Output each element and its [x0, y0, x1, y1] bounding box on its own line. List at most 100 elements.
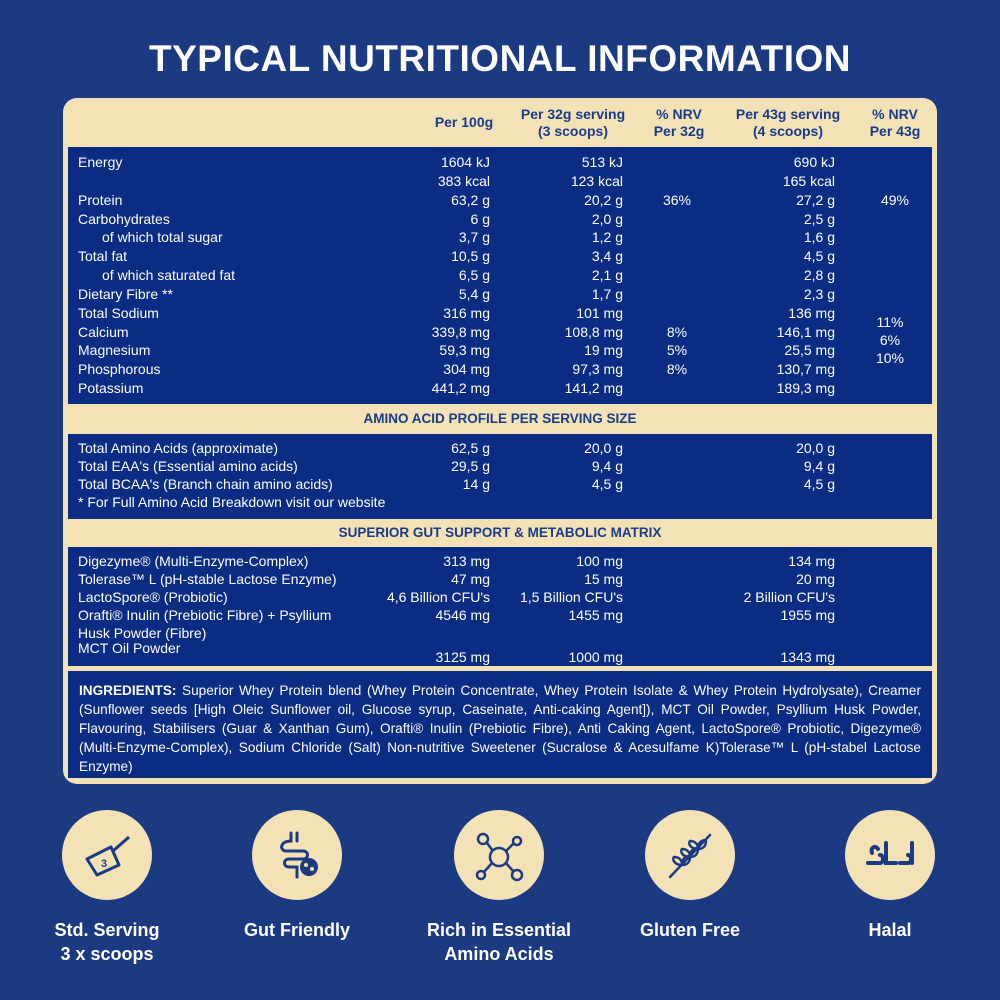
table-row: Potassium 441,2 mg 141,2 mg 189,3 mg [68, 379, 932, 398]
value-per32: 1,5 Billion CFU's [519, 589, 623, 605]
row-label: Energy [78, 154, 123, 170]
table-row: Energy 1604 kJ 513 kJ 690 kJ [68, 153, 932, 172]
table-row: Total fat 10,5 g 3,4 g 4,5 g [68, 247, 932, 266]
row-spacer [68, 323, 78, 342]
value-per100: 29,5 g [451, 458, 490, 474]
mineral-nrv43: 11% 6% 10% [853, 313, 927, 367]
row-label: Potassium [78, 380, 144, 397]
value-per32: 20,0 g [584, 440, 623, 456]
nrv-per43 [835, 285, 955, 304]
value-per32: 2,1 g [591, 267, 623, 284]
value-per32: 101 mg [576, 304, 623, 321]
value-per43: 4,5 g [803, 248, 835, 265]
row-label: LactoSpore® (Probiotic) [78, 589, 228, 605]
value-per43: 1343 mg [780, 649, 835, 665]
table-row: LactoSpore® (Probiotic) 4,6 Billion CFU's… [68, 588, 932, 606]
value-per43 [731, 493, 835, 511]
value-per32: 141,2 mg [564, 380, 623, 397]
value-per100: 4,6 Billion CFU's [386, 589, 490, 605]
value-per43: 146,1 mg [776, 323, 835, 340]
row-spacer [68, 153, 78, 172]
nrv-value: 6% [879, 332, 901, 348]
value-per32: 19 mg [584, 342, 623, 359]
row-label: MCT Oil Powder [78, 640, 181, 656]
nrv-per32: 8% [666, 323, 688, 340]
table-row: MCT Oil Powder 3125 mg 1000 mg 1343 mg [68, 640, 932, 666]
scoop-icon: 3 [62, 810, 152, 900]
table-row: Dietary Fibre ** 5,4 g 1,7 g 2,3 g [68, 285, 932, 304]
feature-label: Gut Friendly [243, 920, 350, 940]
value-per43: 25,5 mg [784, 342, 835, 359]
nrv-per43 [835, 439, 955, 457]
nrv-per32 [623, 588, 731, 606]
feature-label: Rich in Essential [426, 920, 572, 940]
nrv-per43 [835, 588, 955, 606]
table-row: Digezyme® (Multi-Enzyme-Complex) 313 mg 10… [68, 552, 932, 570]
value-per32 [490, 624, 623, 642]
nrv-per32 [623, 247, 731, 266]
nrv-per43 [835, 570, 955, 588]
nrv-per32 [623, 172, 731, 191]
row-spacer [68, 493, 78, 511]
value-per32 [490, 493, 623, 511]
row-spacer [68, 247, 78, 266]
row-label: Tolerase™ L (pH-stable Lactose Enzyme) [78, 571, 337, 587]
value-per100: 316 mg [443, 304, 490, 321]
value-per43: 1,6 g [803, 229, 835, 246]
nrv-per32 [623, 304, 731, 323]
row-spacer [68, 606, 78, 624]
nrv-per32 [623, 493, 731, 511]
nrv-per32 [623, 606, 731, 624]
svg-text:3: 3 [101, 858, 107, 870]
row-spacer [68, 210, 78, 229]
row-spacer [68, 360, 78, 379]
row-spacer [68, 341, 78, 360]
value-per32: 1000 mg [568, 649, 623, 665]
value-per43: 2,3 g [803, 285, 835, 302]
table-header: Per 100g Per 32g serving (3 scoops) % NRV… [68, 98, 932, 147]
row-label: Total EAA's (Essential amino acids) [78, 458, 298, 474]
value-per100 [378, 624, 490, 642]
table-row: of which total sugar 3,7 g 1,2 g 1,6 g [68, 228, 932, 247]
value-per32: 108,8 mg [564, 323, 623, 340]
row-label: Total Sodium [78, 304, 159, 321]
nrv-per43 [835, 228, 955, 247]
nrv-per43 [835, 624, 955, 642]
nrv-per43 [835, 247, 955, 266]
nrv-per43 [835, 457, 955, 475]
value-per32: 100 mg [576, 553, 623, 569]
table-row: of which saturated fat 6,5 g 2,1 g 2,8 g [68, 266, 932, 285]
nrv-per43 [835, 606, 955, 624]
row-spacer [68, 266, 78, 285]
value-per32: 20,2 g [584, 191, 623, 208]
row-spacer [68, 552, 78, 570]
nutrition-section: Energy 1604 kJ 513 kJ 690 kJ 383 kcal 123 kca… [68, 147, 932, 404]
table-row: * For Full Amino Acid Breakdown visit ou… [68, 493, 932, 511]
nrv-per32 [623, 475, 731, 493]
value-per32: 3,4 g [591, 248, 623, 265]
halal-icon [845, 810, 935, 900]
value-per32: 123 kcal [570, 172, 623, 189]
amino-section: Total Amino Acids (approximate) 62,5 g 20,… [68, 434, 932, 519]
nrv-per32 [623, 379, 731, 398]
row-spacer [68, 228, 78, 247]
value-per100: 313 mg [443, 553, 490, 569]
value-per32: 15 mg [584, 571, 623, 587]
header-line: Per 43g [869, 123, 921, 139]
nrv-per32 [623, 210, 731, 229]
header-line: (4 scoops) [752, 123, 823, 139]
nrv-per32: 5% [666, 342, 688, 359]
row-label: Magnesium [78, 342, 151, 359]
row-label: * For Full Amino Acid Breakdown visit ou… [78, 494, 386, 510]
row-spacer [68, 191, 78, 210]
feature-serving: 3 Std. Serving 3 x scoops [17, 810, 197, 966]
value-per43: 2 Billion CFU's [743, 589, 835, 605]
value-per43: 136 mg [788, 304, 835, 321]
nrv-value: 11% [876, 314, 904, 330]
table-row: Total BCAA's (Branch chain amino acids) 1… [68, 475, 932, 493]
row-label [78, 172, 378, 191]
row-spacer [68, 304, 78, 323]
gut-section-title: SUPERIOR GUT SUPPORT & METABOLIC MATRIX [338, 525, 662, 540]
nrv-per43 [835, 172, 955, 191]
row-label: Carbohydrates [78, 210, 170, 227]
